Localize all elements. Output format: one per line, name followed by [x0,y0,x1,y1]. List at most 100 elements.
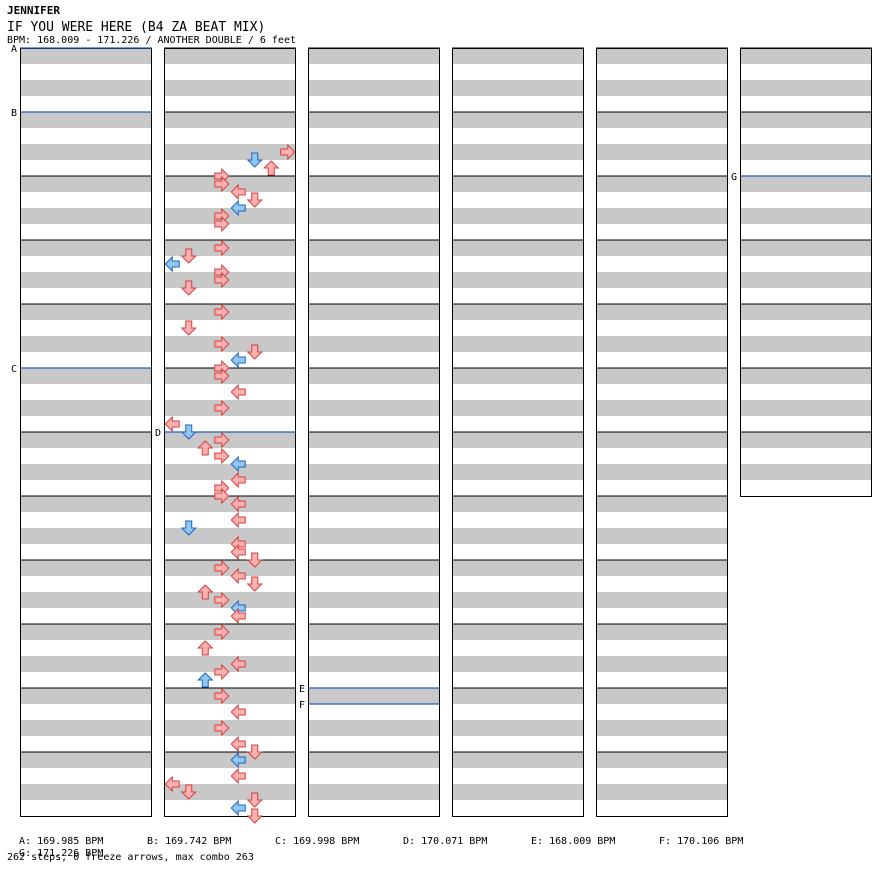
bpm-legend-row-2: G: 171.226 BPM [7,837,147,859]
beat-band [164,48,296,64]
beat-band [20,528,152,544]
beat-band [20,464,152,480]
beat-band [596,400,728,416]
beat-band [308,688,440,704]
beat-band [20,784,152,800]
bpm-marker-label: E [299,684,305,695]
beat-band [20,80,152,96]
beat-band [164,688,296,704]
step-arrow-note [180,320,197,336]
beat-band [740,176,872,192]
beat-band [308,240,440,256]
step-arrow-note [214,559,230,577]
beat-band [452,304,584,320]
beat-band [164,464,296,480]
beat-band [308,720,440,736]
beat-band [452,496,584,512]
step-arrow-note [230,183,246,201]
bpm-legend-a: A: 169.985 BPM [19,836,104,847]
step-arrow-note [230,607,246,625]
beat-band [596,592,728,608]
beat-band [596,48,728,64]
beat-band [20,432,152,448]
beat-band [20,592,152,608]
beat-band [596,720,728,736]
chart-info: BPM: 168.009 - 171.226 / ANOTHER DOUBLE … [7,35,296,46]
bpm-marker-label: F [299,700,305,711]
step-arrow-note [197,640,214,656]
beat-band [452,272,584,288]
beat-band [452,368,584,384]
beat-band [452,464,584,480]
beat-band [452,432,584,448]
beat-band [740,464,872,480]
beat-band [308,304,440,320]
beat-band [164,528,296,544]
step-arrow-note [180,280,197,296]
column-frame [452,48,584,817]
step-arrow-note [246,744,263,760]
beat-band [308,784,440,800]
bpm-legend-row-1: A: 169.985 BPM B: 169.742 BPM C: 169.998 B… [7,825,787,847]
step-arrow-note [263,160,280,176]
step-arrow-note [246,576,263,592]
step-arrow-note [214,487,230,505]
bpm-marker-label: B [11,108,17,119]
beat-band [20,240,152,256]
beat-band [20,688,152,704]
bpm-marker-label: C [11,364,17,375]
column-frame [596,48,728,817]
beat-band [164,208,296,224]
step-arrow-note [230,471,246,489]
step-arrow-note [246,152,263,168]
beat-band [308,624,440,640]
step-arrow-note [230,751,246,769]
step-arrow-note [246,808,263,824]
beat-band [596,752,728,768]
bpm-marker-label: G [731,172,737,183]
beat-band [164,240,296,256]
beat-band [164,368,296,384]
beat-band [164,80,296,96]
beat-band [20,752,152,768]
beat-band [20,112,152,128]
step-arrow-note [214,335,230,353]
beat-band [740,112,872,128]
step-arrow-note [230,703,246,721]
bpm-legend-e: E: 168.009 BPM [531,836,616,847]
beat-band [20,48,152,64]
beat-band [164,592,296,608]
step-arrow-note [214,719,230,737]
step-arrow-note [214,399,230,417]
step-arrow-note [280,143,296,161]
step-arrow-note [214,271,230,289]
beat-band [596,336,728,352]
beat-band [452,176,584,192]
beat-band [596,464,728,480]
beat-band [164,176,296,192]
beat-band [452,208,584,224]
step-arrow-note [214,239,230,257]
beat-band [452,688,584,704]
beat-band [164,304,296,320]
beat-band [452,720,584,736]
step-arrow-note [230,495,246,513]
beat-band [164,400,296,416]
beat-band [596,528,728,544]
beat-band [164,656,296,672]
beat-band [164,496,296,512]
beat-band [740,400,872,416]
beat-band [452,784,584,800]
beat-band [20,496,152,512]
beat-band [308,144,440,160]
step-arrow-note [230,767,246,785]
beat-band [20,304,152,320]
step-arrow-note [214,623,230,641]
beat-band [20,336,152,352]
step-arrow-note [180,424,197,440]
beat-band [308,112,440,128]
step-arrow-note [246,792,263,808]
beat-band [452,144,584,160]
step-arrow-note [214,431,230,449]
